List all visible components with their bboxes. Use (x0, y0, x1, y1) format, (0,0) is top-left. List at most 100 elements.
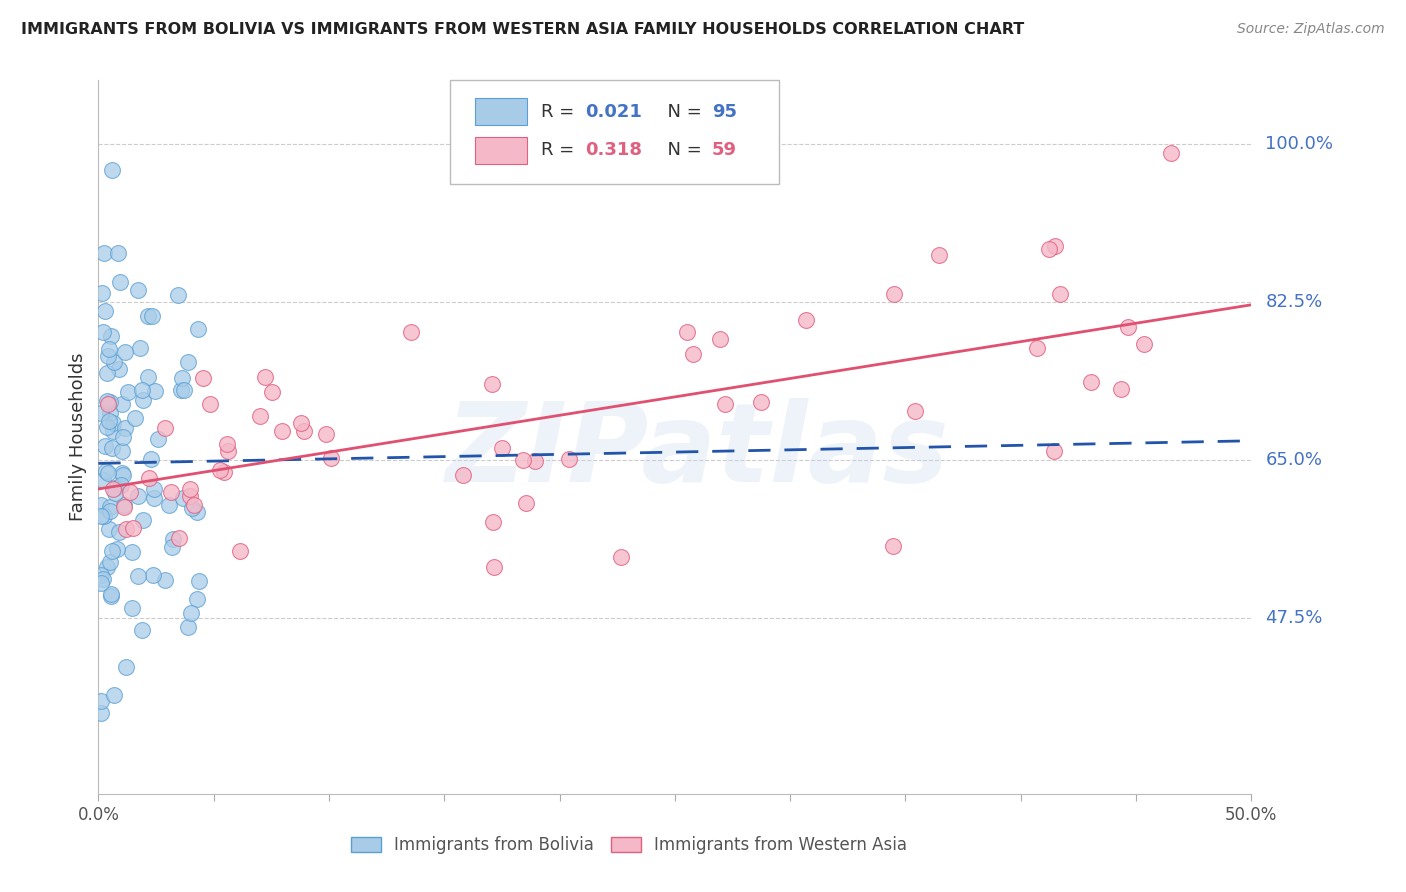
Point (142, 482, 165, 496)
Point (167, 288, 190, 302)
Point (170, 383, 193, 397)
Point (101, 441, 124, 455)
Point (260, 384, 283, 399)
Point (290, 417, 312, 431)
Point (610, 550, 633, 565)
Point (97, 342, 120, 356)
Point (217, 444, 239, 458)
Point (104, 485, 127, 500)
Point (101, 544, 124, 558)
Point (676, 325, 699, 339)
Text: 47.5%: 47.5% (1265, 608, 1323, 627)
Text: ZIPatlas: ZIPatlas (446, 398, 950, 505)
Point (180, 607, 202, 621)
Point (112, 500, 135, 514)
Point (1080, 375, 1102, 389)
Text: 0.021: 0.021 (585, 103, 641, 120)
Point (229, 544, 252, 558)
Point (131, 392, 153, 407)
Text: 95: 95 (711, 103, 737, 120)
Point (103, 355, 125, 369)
Point (112, 468, 135, 483)
Point (111, 467, 134, 481)
Text: 65.0%: 65.0% (1265, 450, 1323, 468)
FancyBboxPatch shape (475, 98, 527, 125)
Point (173, 383, 195, 397)
Point (399, 326, 422, 340)
Point (90, 706, 112, 720)
Point (1109, 382, 1132, 396)
Point (104, 481, 127, 495)
Point (97, 349, 120, 363)
Point (491, 441, 513, 455)
Point (98, 504, 121, 518)
Text: R =: R = (541, 103, 581, 120)
Legend: Immigrants from Bolivia, Immigrants from Western Asia: Immigrants from Bolivia, Immigrants from… (344, 830, 914, 861)
Point (127, 283, 149, 297)
Point (451, 467, 474, 482)
Point (90, 498, 112, 512)
Point (481, 376, 503, 391)
Point (107, 246, 129, 260)
Point (249, 409, 271, 423)
Point (709, 333, 731, 347)
Point (96, 420, 118, 434)
Point (90, 575, 112, 590)
Point (98, 522, 121, 536)
Point (186, 591, 208, 606)
Point (127, 568, 149, 582)
Point (110, 275, 132, 289)
Point (183, 498, 205, 512)
FancyBboxPatch shape (475, 136, 527, 164)
Point (143, 384, 166, 399)
Point (121, 545, 143, 559)
Point (481, 515, 503, 529)
Point (1045, 238, 1067, 252)
Point (100, 587, 122, 601)
Point (91, 326, 114, 340)
Point (159, 485, 181, 500)
Point (882, 539, 904, 553)
Point (160, 540, 183, 554)
Point (111, 397, 134, 411)
Point (1116, 320, 1139, 334)
Point (191, 371, 214, 385)
Point (142, 568, 165, 582)
Point (96, 367, 118, 381)
Point (1160, 145, 1182, 160)
Point (101, 424, 124, 438)
Point (141, 309, 163, 323)
Point (108, 525, 131, 540)
Point (100, 395, 122, 409)
Point (162, 532, 184, 546)
Point (115, 522, 138, 536)
Point (172, 491, 194, 506)
Point (121, 600, 143, 615)
Point (682, 347, 704, 361)
Text: R =: R = (541, 141, 581, 159)
Point (1049, 286, 1071, 301)
Point (90, 406, 112, 420)
Point (292, 424, 315, 438)
Point (186, 506, 208, 520)
Text: 82.5%: 82.5% (1265, 293, 1323, 310)
Point (153, 573, 176, 587)
Point (111, 443, 134, 458)
Point (179, 489, 201, 503)
Point (928, 248, 950, 262)
Point (167, 531, 190, 545)
Point (200, 397, 222, 411)
Point (98, 500, 121, 514)
Point (180, 500, 202, 515)
Point (90, 567, 112, 582)
Point (128, 342, 150, 356)
Point (214, 465, 236, 479)
Point (96, 464, 118, 478)
Point (482, 560, 505, 574)
Point (1025, 341, 1047, 355)
Point (215, 437, 238, 451)
Point (100, 329, 122, 343)
Point (97, 466, 120, 480)
Point (138, 471, 160, 485)
Point (883, 286, 905, 301)
